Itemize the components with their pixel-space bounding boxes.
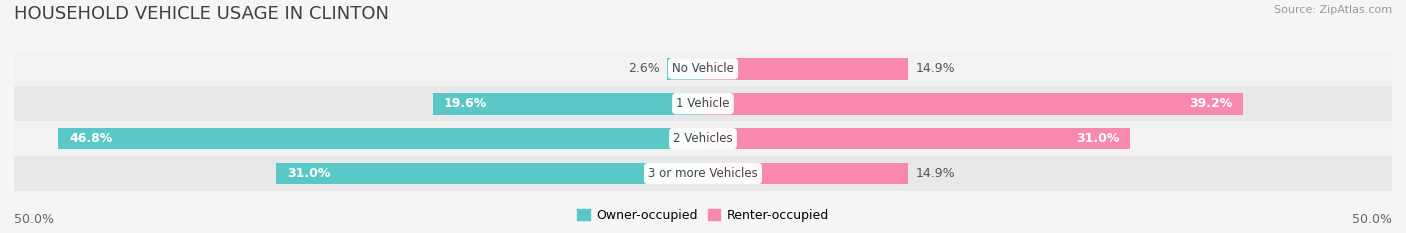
- Bar: [703, 128, 1130, 150]
- Bar: [58, 128, 703, 150]
- Text: 50.0%: 50.0%: [1353, 212, 1392, 226]
- Text: HOUSEHOLD VEHICLE USAGE IN CLINTON: HOUSEHOLD VEHICLE USAGE IN CLINTON: [14, 5, 389, 23]
- Text: 31.0%: 31.0%: [1076, 132, 1119, 145]
- Bar: [703, 58, 908, 80]
- Text: 31.0%: 31.0%: [287, 167, 330, 180]
- Text: 14.9%: 14.9%: [915, 62, 955, 75]
- Text: Source: ZipAtlas.com: Source: ZipAtlas.com: [1274, 5, 1392, 15]
- Text: 39.2%: 39.2%: [1189, 97, 1232, 110]
- Text: No Vehicle: No Vehicle: [672, 62, 734, 75]
- Text: 2 Vehicles: 2 Vehicles: [673, 132, 733, 145]
- Bar: [703, 163, 908, 185]
- Bar: [14, 86, 1392, 121]
- Bar: [14, 156, 1392, 191]
- Text: 14.9%: 14.9%: [915, 167, 955, 180]
- Bar: [14, 121, 1392, 156]
- Legend: Owner-occupied, Renter-occupied: Owner-occupied, Renter-occupied: [572, 204, 834, 227]
- Bar: [668, 58, 703, 80]
- Text: 3 or more Vehicles: 3 or more Vehicles: [648, 167, 758, 180]
- Bar: [14, 51, 1392, 86]
- Text: 2.6%: 2.6%: [628, 62, 661, 75]
- Bar: [276, 163, 703, 185]
- Text: 50.0%: 50.0%: [14, 212, 53, 226]
- Text: 19.6%: 19.6%: [444, 97, 488, 110]
- Text: 46.8%: 46.8%: [69, 132, 112, 145]
- Text: 1 Vehicle: 1 Vehicle: [676, 97, 730, 110]
- Bar: [703, 93, 1243, 114]
- Bar: [433, 93, 703, 114]
